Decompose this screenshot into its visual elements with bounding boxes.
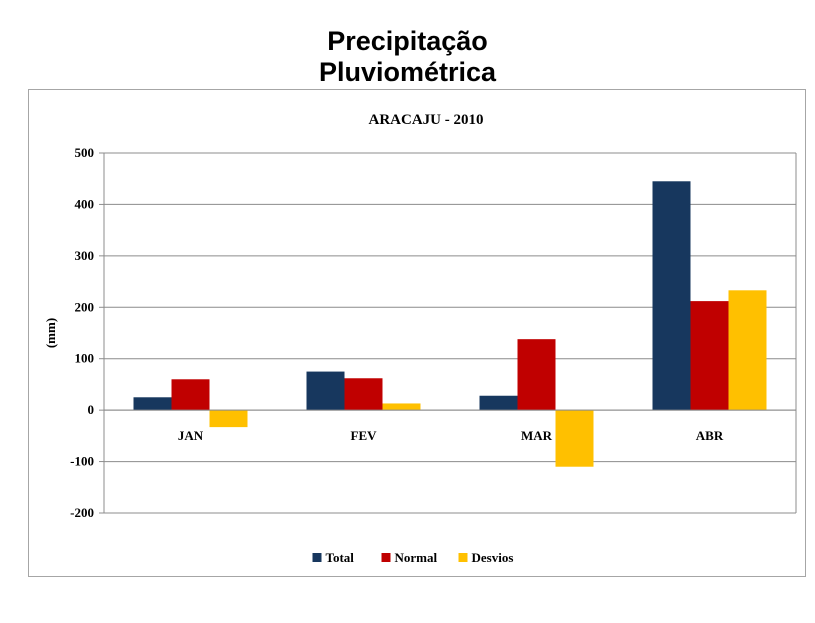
y-tick-label: -100 xyxy=(70,454,94,469)
bar-desvios-fev xyxy=(382,403,421,411)
x-tick-label: MAR xyxy=(521,428,553,443)
y-tick-label: 500 xyxy=(75,145,95,160)
legend-label-normal: Normal xyxy=(395,550,438,565)
bar-desvios-jan xyxy=(209,410,248,428)
chart-title: ARACAJU - 2010 xyxy=(369,112,484,128)
legend: Total Normal Desvios xyxy=(312,550,514,565)
bar-desvios-abr xyxy=(728,290,767,411)
legend-swatch-total xyxy=(312,553,322,562)
bar-total-abr xyxy=(652,181,691,411)
legend-label-total: Total xyxy=(326,550,355,565)
legend-label-desvios: Desvios xyxy=(472,550,514,565)
y-tick-label: 0 xyxy=(88,402,95,417)
bar-normal-abr xyxy=(690,301,729,411)
bars xyxy=(104,181,796,467)
chart-frame: ARACAJU - 2010 (mm) -200 -100 0 100 200 300 40… xyxy=(28,89,806,577)
bar-total-mar xyxy=(479,395,518,411)
x-tick-label: FEV xyxy=(351,428,378,443)
bar-normal-fev xyxy=(344,378,383,411)
y-tick-labels: -200 -100 0 100 200 300 400 500 xyxy=(70,145,94,520)
bar-normal-jan xyxy=(171,379,210,411)
y-tick-label: 400 xyxy=(75,196,95,211)
y-tick-label: 100 xyxy=(75,351,95,366)
x-tick-label: ABR xyxy=(696,428,724,443)
y-tick-label: -200 xyxy=(70,505,94,520)
bar-normal-mar xyxy=(517,339,556,411)
slide-title-line-1: Precipitação xyxy=(327,26,488,56)
slide-title-line-2: Pluviométrica xyxy=(318,57,497,87)
y-tick-label: 300 xyxy=(75,248,95,263)
chart-svg: ARACAJU - 2010 (mm) -200 -100 0 100 200 300 40… xyxy=(43,112,797,565)
x-tick-label: JAN xyxy=(178,428,204,443)
bar-total-fev xyxy=(306,371,345,411)
legend-swatch-normal xyxy=(381,553,391,562)
y-axis-label: (mm) xyxy=(43,318,58,348)
legend-swatch-desvios xyxy=(458,553,468,562)
bar-total-jan xyxy=(133,397,172,411)
slide-title: Precipitação Pluviométrica xyxy=(0,26,815,88)
x-tick-labels: JAN FEV MAR ABR xyxy=(178,428,724,443)
y-tick-label: 200 xyxy=(75,299,95,314)
bar-desvios-mar xyxy=(555,410,594,467)
